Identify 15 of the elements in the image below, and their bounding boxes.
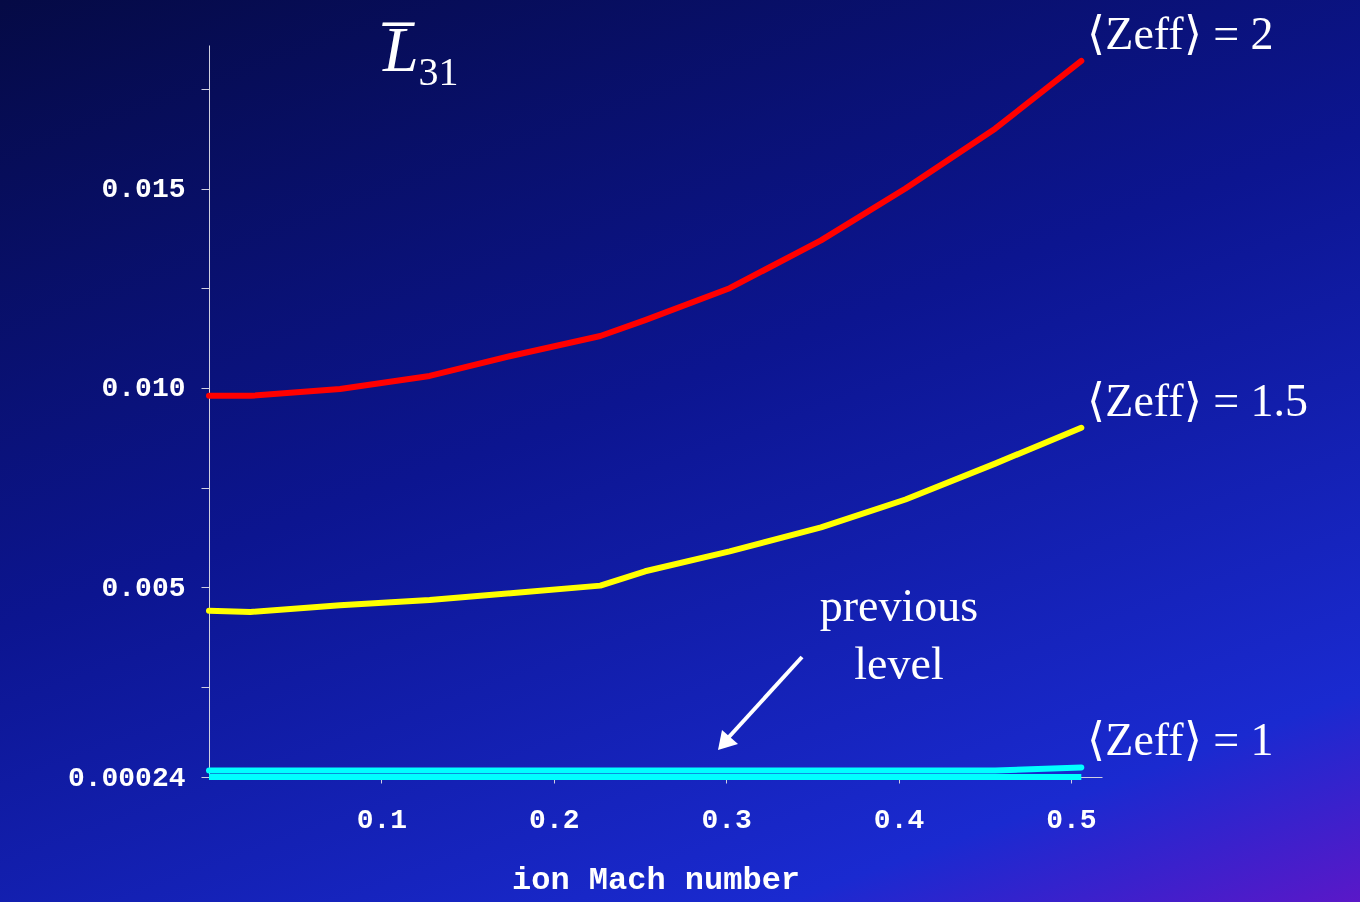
y-tick-label: 0.015 — [101, 174, 186, 206]
x-tick-label: 0.5 — [1046, 804, 1097, 836]
x-tick-label: 0.4 — [873, 804, 925, 836]
series-label: ⟨Zeff⟩ = 1 — [1087, 714, 1274, 766]
series-label: ⟨Zeff⟩ = 2 — [1087, 7, 1274, 59]
x-tick-label: 0.1 — [356, 804, 408, 836]
x-tick-label: 0.3 — [701, 804, 752, 836]
y-tick-label: 0.005 — [101, 572, 186, 604]
chart-title: L̅$_{31}$ — [383, 14, 459, 94]
y-tick-label: 0.010 — [101, 373, 186, 405]
x-axis-title: ion Mach number — [511, 861, 801, 899]
series-label: ⟨Zeff⟩ = 1.5 — [1087, 374, 1309, 426]
ref-line-label: previous level — [819, 580, 979, 689]
x-tick-label: 0.2 — [529, 804, 580, 836]
y-tick-label: 0.00024 — [67, 762, 186, 794]
